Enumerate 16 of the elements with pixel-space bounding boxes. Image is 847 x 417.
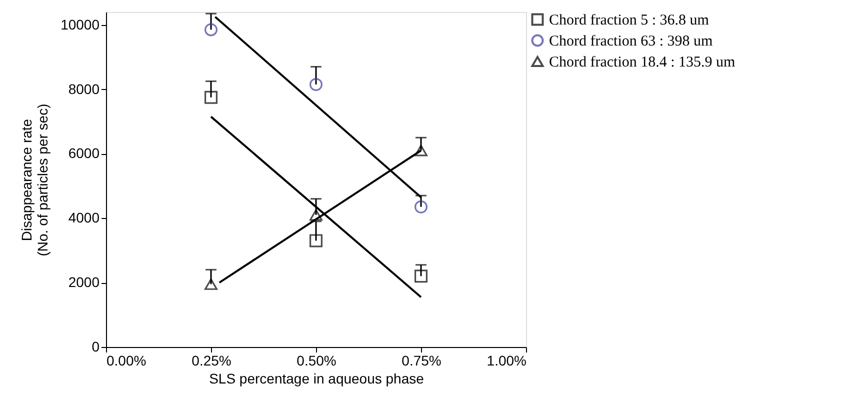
x-tick-label: 0.75% bbox=[402, 352, 442, 368]
x-tick-label: 0.50% bbox=[296, 352, 336, 368]
y-axis-title: Disappearance rate (No. of particles per sec) bbox=[18, 104, 51, 256]
x-tick-label: 0.25% bbox=[192, 352, 232, 368]
x-tick-label: 0.00% bbox=[106, 352, 146, 368]
y-tick-label: 4000 bbox=[68, 210, 100, 226]
legend-label: Chord fraction 18.4 : 135.9 um bbox=[549, 54, 736, 70]
y-tick-label: 0 bbox=[92, 338, 100, 354]
x-tick-label: 1.00% bbox=[486, 352, 526, 368]
y-tick-label: 6000 bbox=[68, 145, 100, 162]
x-axis-title: SLS percentage in aqueous phase bbox=[209, 370, 424, 386]
y-tick-label: 8000 bbox=[68, 80, 100, 97]
legend-label: Chord fraction 63 : 398 um bbox=[549, 34, 714, 50]
legend-label: Chord fraction 5 : 36.8 um bbox=[549, 12, 710, 28]
y-tick-label: 10000 bbox=[60, 16, 100, 32]
y-tick-label: 2000 bbox=[68, 274, 100, 290]
